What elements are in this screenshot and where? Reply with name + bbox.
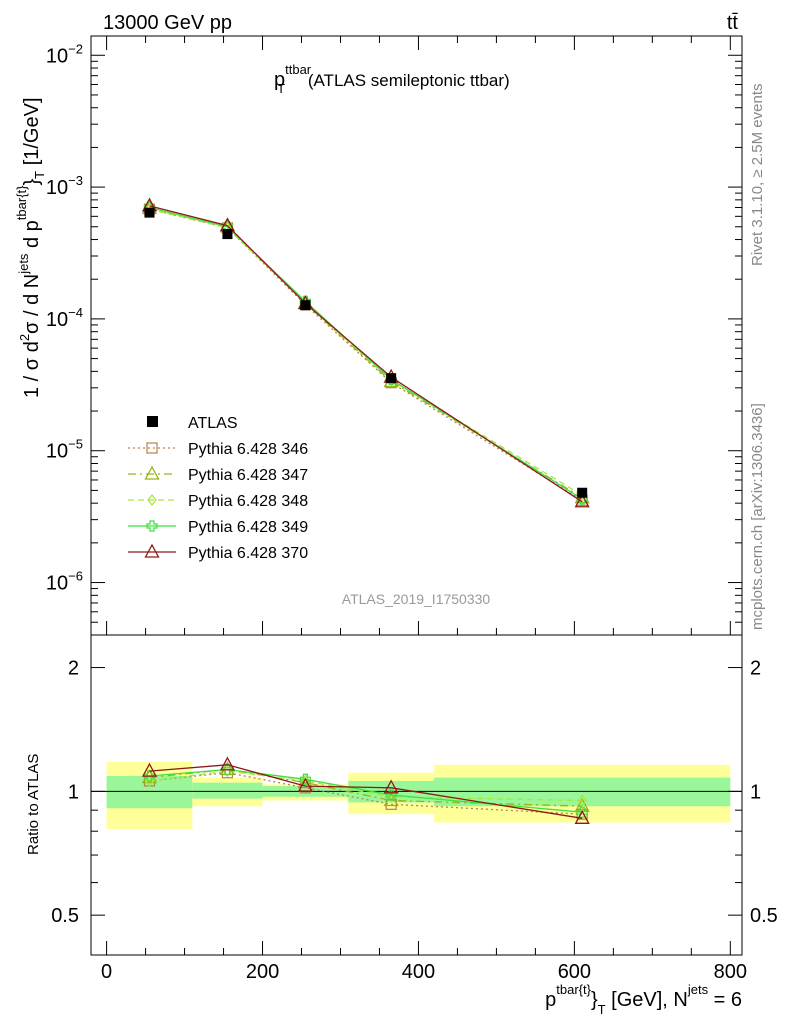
lower-y-tick-label-left: 2 [68,658,79,680]
tick-base: 10 [46,45,68,67]
atlas-data-point [386,373,397,384]
upper-y-tick-label: 10−2 [46,41,83,67]
legend-label: Pythia 6.428 370 [188,545,308,562]
side-text-rivet: Rivet 3.1.10, ≥ 2.5M events [749,84,766,267]
ratio-point [383,792,399,807]
tick-exponent: −2 [68,41,83,56]
axes [90,35,743,956]
ratio-point [385,798,397,810]
lower-y-tick-label-right: 2 [750,658,761,680]
x-tick-label: 600 [558,961,591,983]
x-tick-label: 800 [714,961,747,983]
x-axis-label: ptbar{t}}T [GeV], Njets = 6 [545,982,742,1017]
series-lines [141,197,590,824]
legend-label: Pythia 6.428 349 [188,519,308,536]
tick-exponent: −5 [68,437,83,452]
series-line-upper [149,208,583,496]
legend-label: Pythia 6.428 346 [188,441,308,458]
legend: ATLAS Pythia 6.428 346 Pythia 6.428 347 Pyt… [128,415,308,562]
upper-y-tick-label: 10−5 [46,437,83,463]
ratio-point [144,774,155,787]
x-tick-label: 200 [246,961,279,983]
upper-y-tick-label: 10−6 [46,569,83,595]
tick-exponent: −3 [68,173,83,188]
atlas-data-point [577,487,588,498]
ratio-uncertainty-bands [91,761,742,829]
series-line-upper [149,208,583,501]
upper-y-axis-label: 1 / σ d2σ / d Njets d ptbar{t}}T [1/GeV] [14,97,47,398]
tick-base: 10 [46,177,68,199]
analysis-tag: ATLAS_2019_I1750330 [342,591,491,607]
ratio-point [297,777,313,792]
series-line-ratio [149,770,583,802]
legend-atlas-marker [147,416,158,427]
tick-exponent: −4 [68,305,83,320]
series-point [574,493,590,508]
tick-base: 10 [46,573,68,595]
tick-labels: 10−210−310−410−510−62 21 10.5 0.50 200 400 600… [46,41,778,983]
series-line-ratio [149,768,583,807]
side-text-mcplots: mcplots.cern.ch [arXiv:1306.3436] [749,403,766,630]
tick-base: 10 [46,309,68,331]
ratio-point [574,809,590,824]
tick-exponent: −6 [68,569,83,584]
series-line-ratio [149,764,583,819]
atlas-data-point [300,300,311,311]
lower-y-tick-label-right: 0.5 [750,905,778,927]
ratio-point [576,806,588,818]
upper-y-tick-label: 10−4 [46,305,83,331]
legend-label: Pythia 6.428 348 [188,493,308,510]
ratio-point [577,794,587,807]
upper-y-tick-label: 10−3 [46,173,83,199]
stat-uncertainty-band [434,777,731,807]
legend-label: ATLAS [188,415,238,432]
lower-y-tick-label-left: 0.5 [51,905,79,927]
x-tick-label: 0 [101,961,112,983]
x-tick-label: 400 [402,961,435,983]
ratio-point [219,756,236,771]
lower-y-axis-label: Ratio to ATLAS [25,754,42,855]
legend-marker [146,520,158,532]
legend-marker [146,442,158,454]
atlas-data-point [222,229,233,240]
stat-uncertainty-band [192,782,263,799]
plot-title: pttbar T (ATLAS semileptonic ttbar) [274,62,510,96]
legend-marker [147,494,157,506]
series-line-upper [149,207,583,499]
legend-marker [144,543,160,558]
lower-y-tick-label-right: 1 [750,781,761,803]
tick-base: 10 [46,441,68,463]
header-process: tt̄ [727,12,739,34]
legend-marker [144,465,160,480]
lower-y-tick-label-left: 1 [68,781,79,803]
header-energy: 13000 GeV pp [103,12,232,34]
ratio-point [383,779,399,794]
ratio-point [299,773,312,785]
atlas-data-point [144,207,155,218]
ratio-point [141,762,158,777]
lower-frame [90,634,743,956]
legend-label: Pythia 6.428 347 [188,467,308,484]
